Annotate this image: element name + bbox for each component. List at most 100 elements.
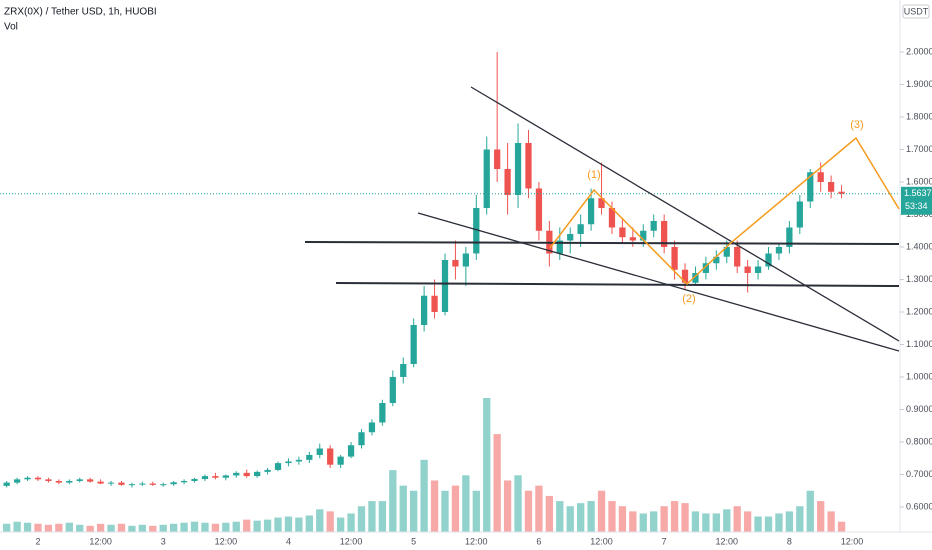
volume-bar <box>566 506 574 532</box>
volume-bar <box>796 506 804 532</box>
candle-body <box>347 445 355 457</box>
x-tick-label: 12:00 <box>89 536 112 546</box>
candle-body <box>128 484 136 486</box>
volume-bar <box>305 515 313 532</box>
volume-bar <box>702 513 710 532</box>
candle-body <box>107 482 115 484</box>
volume-bar <box>243 519 251 532</box>
candle-body <box>567 233 574 241</box>
candle-body <box>420 295 428 325</box>
y-tick-label: 0.9000 <box>906 404 932 414</box>
candle-body <box>692 272 699 283</box>
candle-body <box>473 207 480 254</box>
x-tick-label: 5 <box>411 536 416 546</box>
candle-body <box>316 448 323 455</box>
y-tick-label: 1.9000 <box>906 79 932 89</box>
volume-bar <box>827 511 835 532</box>
candle-body <box>702 263 710 273</box>
volume-bar <box>378 501 387 532</box>
candle-body <box>191 479 198 481</box>
volume-bar <box>55 523 63 532</box>
candle-body <box>504 168 511 195</box>
volume-bar <box>263 519 272 532</box>
volume-bar <box>23 522 32 532</box>
candle-body <box>671 246 678 270</box>
candle-body <box>254 471 261 477</box>
y-tick-label: 0.6000 <box>906 501 932 511</box>
candle-body <box>577 224 584 234</box>
volume-bar <box>556 501 564 532</box>
candle-body <box>535 188 543 231</box>
candle-body <box>452 259 459 267</box>
volume-bar <box>3 523 11 532</box>
candle-body <box>160 484 167 486</box>
candle-body <box>514 142 522 195</box>
candle-body <box>76 479 83 481</box>
x-tick-label: 7 <box>662 536 667 546</box>
currency: USDT <box>904 6 929 16</box>
y-tick-label: 1.0000 <box>906 371 932 381</box>
candle-body <box>608 207 616 228</box>
wave-line <box>549 136 900 286</box>
y-tick-label: 1.6000 <box>906 176 932 186</box>
volume-bar <box>514 475 522 532</box>
volume-bar <box>629 511 637 532</box>
volume-bar <box>545 495 554 532</box>
marks <box>0 51 900 532</box>
x-tick-label: 12:00 <box>715 536 738 546</box>
volume-bar <box>681 503 689 532</box>
volume-bar <box>451 485 460 532</box>
x-tick-label: 2 <box>35 536 40 546</box>
volume-bar <box>493 434 501 532</box>
volume-bar <box>316 509 324 532</box>
candle-body <box>827 181 835 192</box>
volume-bar <box>138 524 146 532</box>
y-tick-label: 1.3000 <box>906 274 932 284</box>
candle-body <box>118 482 125 485</box>
candle-body <box>180 480 188 483</box>
candle-body <box>306 454 313 460</box>
candle-body <box>494 149 501 169</box>
volume-bar <box>211 523 220 532</box>
y-tick-label: 0.7000 <box>906 469 932 479</box>
volume-bar <box>670 501 679 532</box>
volume-bar <box>107 524 115 532</box>
volume-bar <box>389 470 397 532</box>
volume-bar <box>712 513 720 532</box>
candle-body <box>201 476 209 480</box>
candle-body <box>713 256 720 264</box>
candle-body <box>66 480 73 483</box>
volume-bar <box>222 522 230 532</box>
volume-bar <box>754 516 762 532</box>
candle-body <box>587 198 595 225</box>
volume-bar <box>190 521 199 532</box>
volume-bar <box>117 523 126 532</box>
volume-bar <box>650 511 658 532</box>
countdown: 53:34 <box>905 201 928 211</box>
y-tick-label: 1.2000 <box>906 306 932 316</box>
candle-body <box>556 240 563 254</box>
volume-label: Vol <box>4 22 18 33</box>
candle-body <box>681 269 689 283</box>
support-line <box>304 241 900 245</box>
wave-label: (2) <box>682 293 695 305</box>
candle-body <box>274 463 282 470</box>
volume-bar <box>837 521 846 532</box>
wave-label: (1) <box>587 169 600 181</box>
candle-body <box>327 448 334 465</box>
volume-bar <box>295 517 303 532</box>
candle-body <box>55 480 62 483</box>
y-tick-label: 2.0000 <box>906 46 932 56</box>
volume-bar <box>44 524 53 532</box>
volume-bar <box>347 513 355 532</box>
volume-bar <box>785 511 794 532</box>
volume-bar <box>399 485 407 532</box>
volume-bar <box>420 459 428 532</box>
candle-body <box>295 459 303 462</box>
volume-bar <box>76 524 84 532</box>
candle-body <box>723 246 730 257</box>
x-tick-label: 12:00 <box>590 536 613 546</box>
volume-bar <box>660 506 668 532</box>
candle-body <box>796 201 803 228</box>
